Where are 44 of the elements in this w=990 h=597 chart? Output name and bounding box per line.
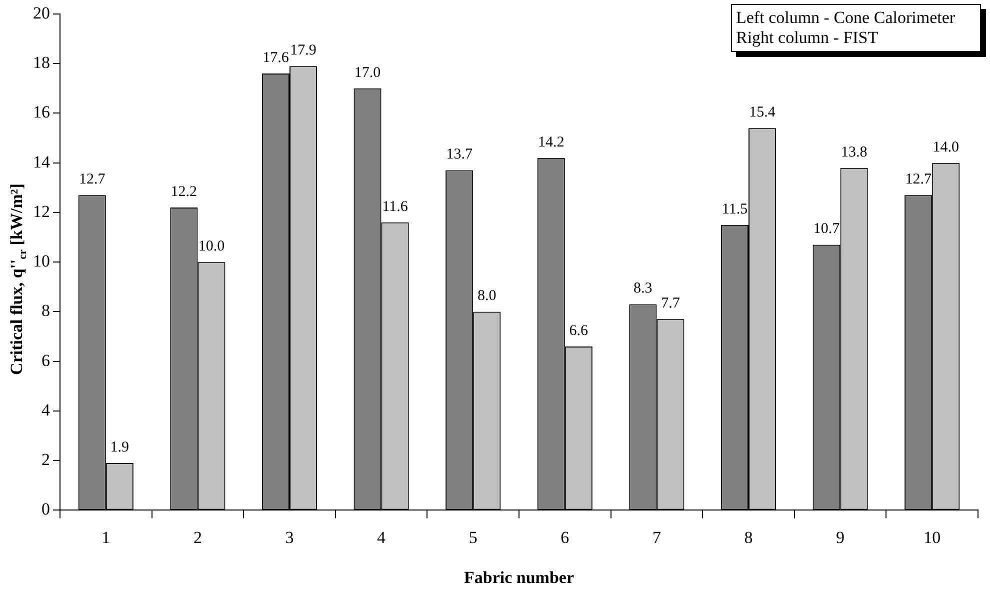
data-label: 11.6 xyxy=(382,198,408,215)
x-tick-label: 10 xyxy=(924,528,941,547)
y-tick-label: 4 xyxy=(42,400,50,420)
data-label: 17.0 xyxy=(354,64,381,81)
data-label: 8.0 xyxy=(477,288,496,304)
x-tick-label: 8 xyxy=(744,528,753,547)
y-tick-label: 16 xyxy=(33,102,50,122)
data-label: 8.3 xyxy=(634,280,652,297)
data-label: 12.7 xyxy=(79,172,106,188)
data-label: 12.7 xyxy=(905,172,932,188)
y-tick-label: 8 xyxy=(42,301,50,320)
annotation: Right column - FIST xyxy=(736,28,880,48)
x-tick-label: 3 xyxy=(285,528,294,547)
data-label: 10.7 xyxy=(813,221,840,238)
data-label: 10.0 xyxy=(198,238,225,255)
data-label: 15.4 xyxy=(749,104,776,121)
x-tick-label: 6 xyxy=(560,528,570,547)
data-label: 17.9 xyxy=(290,42,316,59)
data-label: 7.7 xyxy=(661,296,680,312)
y-tick-label: 18 xyxy=(33,53,50,72)
x-tick-label: 2 xyxy=(193,528,202,547)
annotation: Left column - Cone Calorimeter xyxy=(736,8,956,28)
y-tick-label: 20 xyxy=(33,3,50,22)
x-axis-title: Fabric number xyxy=(464,568,574,588)
y-tick-label: 14 xyxy=(33,152,50,172)
y-tick-label: 0 xyxy=(42,500,50,519)
x-tick-label: 4 xyxy=(377,528,386,547)
y-tick-label: 12 xyxy=(33,202,50,221)
x-tick-label: 5 xyxy=(468,528,478,547)
y-tick-label: 2 xyxy=(42,450,50,470)
data-label: 11.5 xyxy=(722,201,748,218)
data-label: 13.8 xyxy=(840,144,868,160)
x-tick-label: 9 xyxy=(836,528,845,547)
data-label: 6.6 xyxy=(569,322,589,339)
data-label: 12.2 xyxy=(170,184,198,200)
x-tick-label: 7 xyxy=(652,528,662,547)
data-label: 1.9 xyxy=(110,440,130,456)
data-label: 13.7 xyxy=(446,146,473,163)
y-tick-label: 6 xyxy=(42,350,50,370)
y-tick-label: 10 xyxy=(33,252,50,271)
x-tick-label: 1 xyxy=(102,528,110,547)
data-label: 17.6 xyxy=(262,50,290,66)
data-label: 14.2 xyxy=(538,134,564,150)
data-label: 14.0 xyxy=(932,139,959,156)
